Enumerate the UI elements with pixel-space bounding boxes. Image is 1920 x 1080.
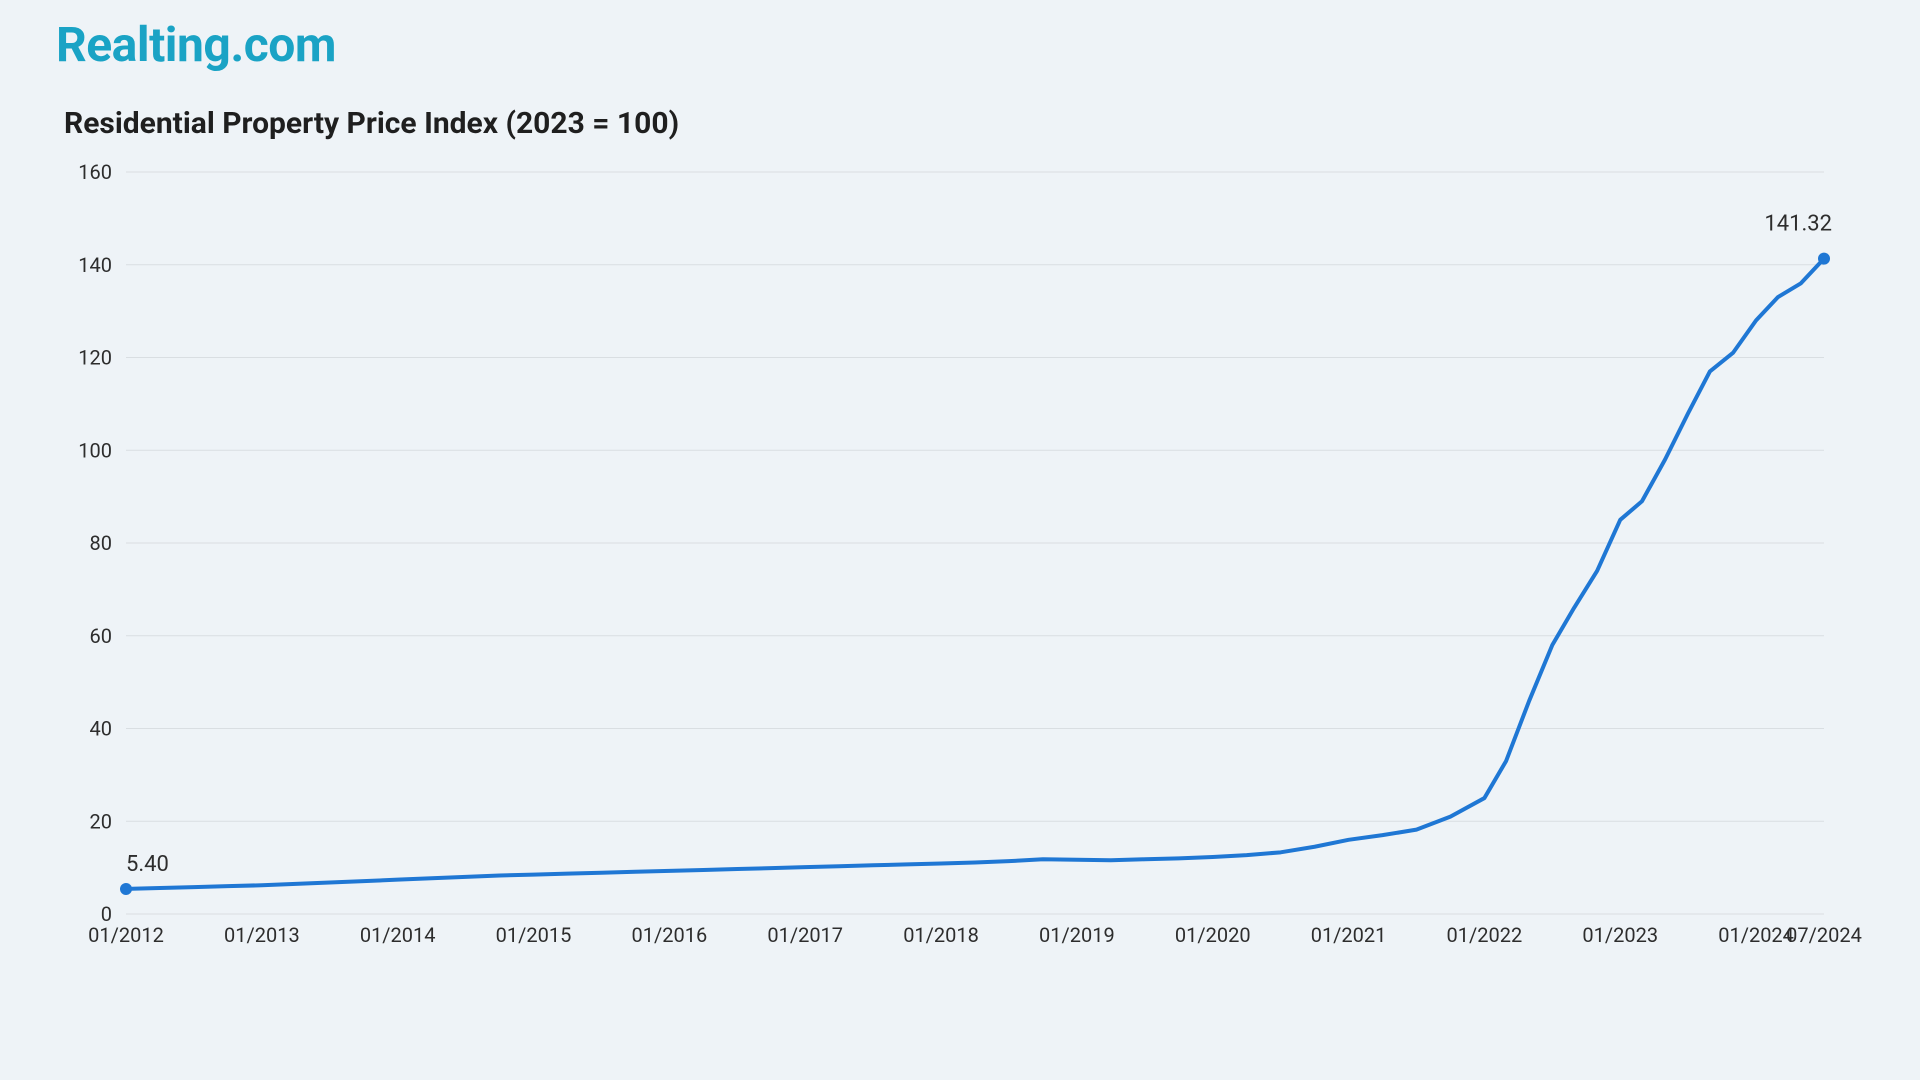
x-tick-label: 01/2012 <box>88 923 164 947</box>
x-tick-label: 01/2018 <box>903 923 979 947</box>
x-tick-label: 01/2016 <box>632 923 708 947</box>
point-label: 5.40 <box>126 852 169 877</box>
x-tick-label: 01/2021 <box>1311 923 1387 947</box>
y-tick-label: 140 <box>78 253 112 277</box>
x-tick-label: 01/2024 <box>1718 923 1794 947</box>
y-tick-label: 120 <box>78 346 112 370</box>
x-tick-label: 01/2023 <box>1582 923 1658 947</box>
point-label: 141.32 <box>1764 212 1832 237</box>
y-tick-label: 20 <box>90 809 112 833</box>
data-marker <box>120 883 132 895</box>
y-tick-label: 80 <box>90 531 112 555</box>
x-tick-label: 07/2024 <box>1786 923 1862 947</box>
x-tick-label: 01/2014 <box>360 923 436 947</box>
page-root: Realting.com Residential Property Price … <box>0 0 1920 1080</box>
y-tick-label: 40 <box>90 717 112 741</box>
series-line <box>126 259 1824 889</box>
x-tick-label: 01/2019 <box>1039 923 1115 947</box>
y-tick-label: 160 <box>78 160 112 184</box>
x-tick-label: 01/2013 <box>224 923 300 947</box>
x-tick-label: 01/2015 <box>496 923 572 947</box>
x-tick-label: 01/2017 <box>767 923 843 947</box>
y-tick-label: 100 <box>78 438 112 462</box>
line-chart: 02040608010012014016001/201201/201301/20… <box>0 0 1920 1080</box>
data-marker <box>1818 253 1830 265</box>
x-tick-label: 01/2022 <box>1447 923 1523 947</box>
y-tick-label: 60 <box>90 624 112 648</box>
x-tick-label: 01/2020 <box>1175 923 1251 947</box>
